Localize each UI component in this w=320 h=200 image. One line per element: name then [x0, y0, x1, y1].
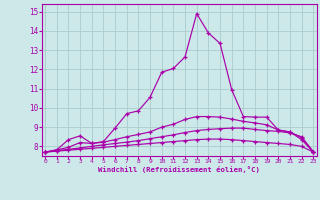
- X-axis label: Windchill (Refroidissement éolien,°C): Windchill (Refroidissement éolien,°C): [98, 166, 260, 173]
